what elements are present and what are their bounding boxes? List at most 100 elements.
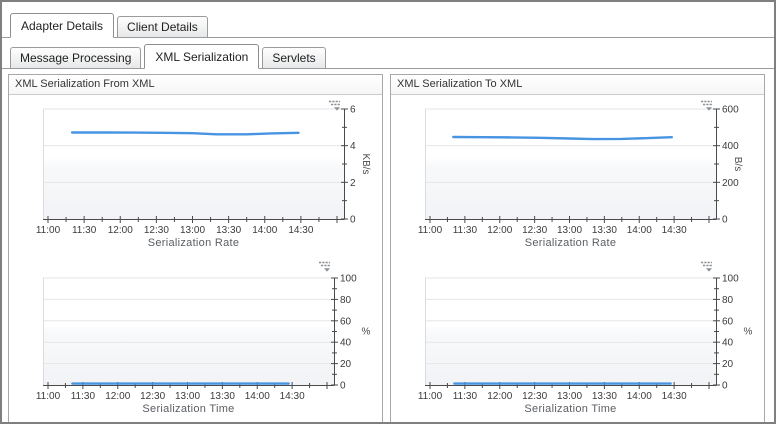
- x-tick-label: 12:00: [487, 391, 512, 402]
- x-tick-label: 12:30: [522, 391, 547, 402]
- x-tick-label: 13:30: [592, 225, 617, 236]
- chart-options-icon[interactable]: [317, 260, 333, 272]
- y-tick-label: 2: [350, 178, 356, 189]
- y-tick-label: 60: [340, 316, 352, 327]
- axes: [425, 108, 720, 223]
- x-tick-label: 11:30: [453, 225, 478, 236]
- chart-options-glyph: [701, 261, 712, 272]
- panels-row: XML Serialization From XML 0 2 4 6 11:00 11:3…: [8, 74, 765, 422]
- y-tick-label: 60: [722, 316, 734, 327]
- x-tick-label: 12:00: [105, 391, 130, 402]
- plot-area: [43, 109, 344, 219]
- x-tick-label: 13:00: [175, 391, 200, 402]
- panel-title: XML Serialization From XML: [9, 75, 382, 95]
- x-tick-label: 11:30: [453, 391, 478, 402]
- y-tick-label: 400: [722, 141, 739, 152]
- panel-from-xml: XML Serialization From XML 0 2 4 6 11:00 11:3…: [8, 74, 383, 422]
- primary-tab-strip: Adapter Details Client Details: [2, 13, 774, 38]
- x-tick-label: 11:30: [72, 225, 97, 236]
- chart-canvas: 0 20 40 60 80 100 11:00 11:30 12:00 12:30 13:00 13:…: [36, 274, 371, 416]
- y-tick-label: 4: [350, 141, 356, 152]
- tab-message-processing[interactable]: Message Processing: [10, 47, 142, 68]
- y-tick-label: 0: [722, 381, 728, 392]
- x-tick-label: 11:00: [36, 391, 61, 402]
- tab-client-details[interactable]: Client Details: [117, 16, 208, 37]
- tab-servlets[interactable]: Servlets: [262, 47, 326, 68]
- y-axis-unit: B/s: [732, 157, 743, 171]
- y-tick-label: 80: [340, 295, 352, 306]
- panel-title: XML Serialization To XML: [391, 75, 764, 95]
- x-tick-label: 11:00: [418, 225, 443, 236]
- x-tick-label: 12:30: [522, 225, 547, 236]
- tab-xml-serialization[interactable]: XML Serialization: [144, 44, 260, 69]
- y-tick-label: 0: [340, 381, 346, 392]
- y-tick-label: 0: [350, 215, 356, 226]
- x-tick-label: 14:00: [627, 225, 652, 236]
- y-axis-unit: KB/s: [360, 153, 371, 174]
- chart-title: Serialization Rate: [148, 237, 240, 249]
- series-line: [70, 131, 300, 136]
- y-tick-label: 20: [722, 359, 734, 370]
- y-tick-label: 40: [722, 338, 734, 349]
- x-tick-label: 14:30: [280, 391, 305, 402]
- x-tick-label: 13:30: [210, 391, 235, 402]
- y-axis-unit: %: [362, 327, 371, 338]
- chart-options-glyph: [319, 261, 330, 272]
- series-line: [452, 135, 673, 141]
- x-tick-label: 12:30: [144, 225, 169, 236]
- y-tick-label: 6: [350, 105, 356, 116]
- x-tick-label: 14:30: [662, 391, 687, 402]
- chart-options-glyph: [329, 100, 340, 111]
- chart-options-icon[interactable]: [327, 99, 343, 111]
- x-tick-label: 11:30: [71, 391, 96, 402]
- chart-block-time: 0 20 40 60 80 100 11:00 11:30 12:00 12:30 13:00 13:…: [391, 258, 764, 418]
- chart-title: Serialization Time: [524, 403, 616, 415]
- y-tick-label: 20: [340, 359, 352, 370]
- x-tick-label: 14:00: [245, 391, 270, 402]
- x-tick-label: 13:00: [557, 391, 582, 402]
- y-tick-label: 80: [722, 295, 734, 306]
- grid-lines: [425, 108, 716, 183]
- x-tick-label: 11:00: [418, 391, 443, 402]
- y-tick-label: 0: [722, 215, 728, 226]
- x-tick-label: 13:30: [592, 391, 617, 402]
- y-tick-label: 600: [722, 105, 739, 116]
- chart-title: Serialization Rate: [525, 237, 617, 249]
- x-tick-label: 14:00: [252, 225, 277, 236]
- plot-area: [43, 278, 334, 385]
- grid-lines: [43, 108, 344, 183]
- grid-lines: [43, 277, 334, 365]
- chart-canvas: 0 20 40 60 80 100 11:00 11:30 12:00 12:30 13:00 13:…: [418, 274, 753, 416]
- y-axis-unit: %: [744, 327, 753, 338]
- chart-canvas: 0 200 400 600 11:00 11:30 12:00 12:30 13:00 13:30…: [418, 105, 743, 250]
- y-tick-label: 100: [340, 274, 357, 285]
- x-tick-label: 14:30: [288, 225, 313, 236]
- y-tick-label: 100: [722, 274, 739, 285]
- x-tick-label: 14:00: [627, 391, 652, 402]
- plot-area: [425, 278, 716, 385]
- chart-options-glyph: [701, 100, 712, 111]
- axes: [43, 108, 348, 223]
- chart-canvas: 0 2 4 6 11:00 11:30 12:00 12:30 13:00 13:30 14:00 1…: [36, 105, 371, 250]
- grid-lines: [425, 277, 716, 365]
- secondary-tab-strip: Message Processing XML Serialization Ser…: [2, 44, 774, 69]
- panel-to-xml: XML Serialization To XML 0 200 400 600 11:00…: [390, 74, 765, 422]
- chart-options-icon[interactable]: [699, 260, 715, 272]
- chart-options-icon[interactable]: [699, 99, 715, 111]
- chart-title: Serialization Time: [142, 403, 234, 415]
- y-tick-label: 40: [340, 338, 352, 349]
- chart-block-rate: 0 200 400 600 11:00 11:30 12:00 12:30 13:00 13:30…: [391, 97, 764, 251]
- x-tick-label: 13:00: [557, 225, 582, 236]
- x-tick-label: 12:00: [108, 225, 133, 236]
- tab-adapter-details[interactable]: Adapter Details: [10, 13, 115, 38]
- x-tick-label: 11:00: [36, 225, 61, 236]
- x-tick-label: 13:30: [216, 225, 241, 236]
- chart-block-rate: 0 2 4 6 11:00 11:30 12:00 12:30 13:00 13:30 14:00 1…: [9, 97, 382, 251]
- y-tick-label: 200: [722, 178, 739, 189]
- x-tick-label: 13:00: [180, 225, 205, 236]
- chart-block-time: 0 20 40 60 80 100 11:00 11:30 12:00 12:30 13:00 13:…: [9, 258, 382, 418]
- x-tick-label: 12:30: [140, 391, 165, 402]
- x-tick-label: 12:00: [487, 225, 512, 236]
- x-tick-label: 14:30: [662, 225, 687, 236]
